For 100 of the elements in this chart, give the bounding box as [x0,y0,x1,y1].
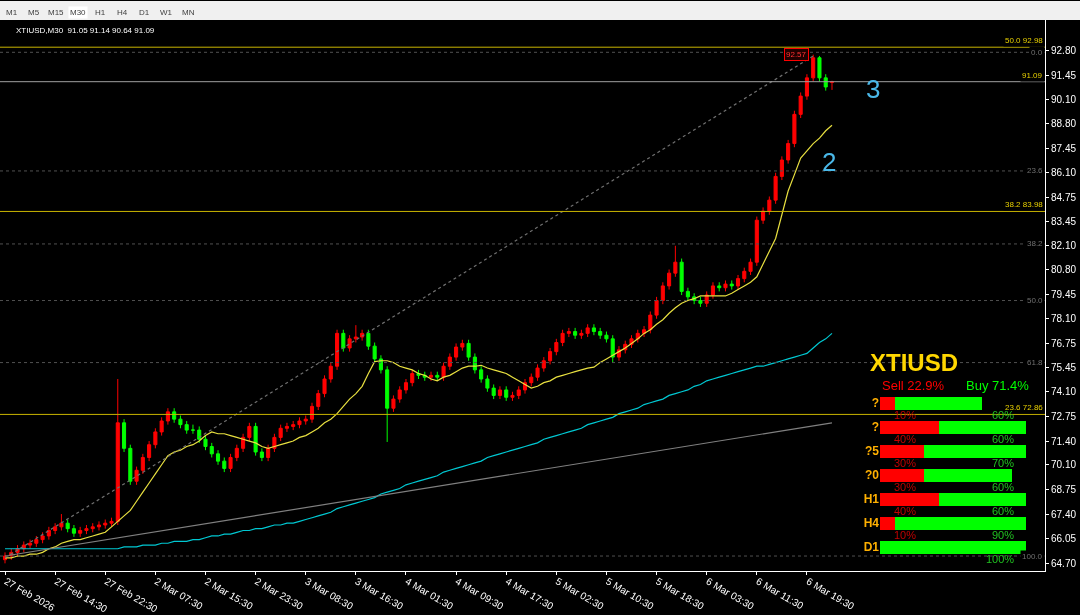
y-tick-label: D1 [863,540,880,555]
y-tick-label: 80.80 [1051,263,1077,275]
y-tick-label: 68.75 [1051,483,1077,495]
series-label: Buy 71.4% [966,378,1030,393]
candlestick [90,522,95,533]
series-label: Sell 22.9% [882,378,945,393]
text: M1 [6,8,18,17]
candlestick [479,365,484,384]
x-tick-label: 5 Mar 02:30 [553,575,606,612]
candlestick [253,422,258,457]
x-tick-label: 6 Mar 03:30 [704,575,757,612]
candlestick [391,394,396,413]
candlestick [172,407,177,424]
ref-line-label: 50.0 92.98 [1005,36,1044,45]
candlestick [535,363,540,382]
y-tick-label: 78.10 [1051,313,1077,325]
data-label: 60% [992,433,1015,445]
candlestick [723,279,728,292]
candlestick [46,526,51,541]
candlestick [441,362,446,382]
text: 3 [866,74,881,104]
chart-title: XTIUSD [870,349,959,376]
candlestick [454,342,459,362]
candlestick [742,267,747,283]
candlestick [65,519,70,533]
candlestick [328,362,333,384]
candlestick [222,456,227,473]
candlestick [291,420,296,431]
y-tick-label: H4 [863,516,880,531]
y-tick-label: ?0 [864,468,880,483]
candlestick [341,329,346,353]
candlestick [673,245,678,278]
data-label: 40% [894,433,917,445]
line-series [4,332,833,550]
candlestick [228,453,233,473]
y-tick-label: 66.05 [1051,533,1077,545]
y-tick-label: 86.10 [1051,167,1077,179]
candlestick [717,281,722,292]
bar [880,492,939,506]
data-label: 90% [992,529,1015,541]
y-tick-label: 71.40 [1051,435,1077,447]
candlestick [435,371,440,382]
data-label: 30% [894,457,917,469]
candlestick [548,347,553,365]
bar [880,468,924,482]
candlestick [660,281,665,305]
text: MN [182,8,195,17]
candlestick [466,339,471,362]
text: W1 [160,8,173,17]
candlestick [566,327,571,338]
candlestick [497,385,502,400]
candlestick [779,155,784,181]
candlestick [197,425,202,444]
candlestick [316,389,321,411]
candlestick [284,422,289,433]
data-label: 10% [894,529,917,541]
candlestick [347,334,352,353]
candlestick [429,371,434,382]
annotation: 50.0 [1027,296,1044,305]
candlestick [322,374,327,398]
candlestick [178,415,183,429]
annotation: 0.0 [1031,48,1043,57]
y-tick-label: 72.75 [1051,410,1077,422]
candlestick [804,73,809,101]
y-tick-label: H1 [863,492,880,507]
candlestick [761,206,766,225]
candlestick [698,296,703,308]
text: M30 [70,8,87,17]
annotation: 100.0 [1022,552,1043,561]
candlestick [667,268,672,291]
x-tick-label: 4 Mar 17:30 [503,575,556,612]
x-tick-label: 3 Mar 08:30 [303,575,356,612]
candlestick [460,339,465,352]
candlestick [679,258,684,296]
candlestick [541,356,546,373]
candlestick [297,416,302,429]
bar [880,396,895,410]
candlestick [685,287,690,302]
x-tick-label: 4 Mar 01:30 [403,575,456,612]
candlestick [385,365,390,443]
candlestick [71,524,76,538]
candlestick [353,324,358,343]
candlestick [247,422,252,442]
data-label: 60% [992,505,1015,517]
candlestick [648,310,653,334]
y-tick-label: ? [871,396,879,411]
text: H1 [95,8,106,17]
y-tick-label: 74.10 [1051,386,1077,398]
bar [894,516,1027,530]
candlestick [234,444,239,462]
x-tick-label: 6 Mar 11:30 [754,575,806,612]
candlestick [735,274,741,291]
annotation: 23.6 [1027,166,1044,175]
y-tick-label: ? [871,420,879,435]
candlestick [165,407,170,426]
x-tick-label: 2 Mar 23:30 [253,575,306,612]
candlestick [516,385,521,400]
candlestick [811,54,816,83]
y-tick-label: 84.75 [1051,191,1077,203]
candlestick [128,444,133,486]
